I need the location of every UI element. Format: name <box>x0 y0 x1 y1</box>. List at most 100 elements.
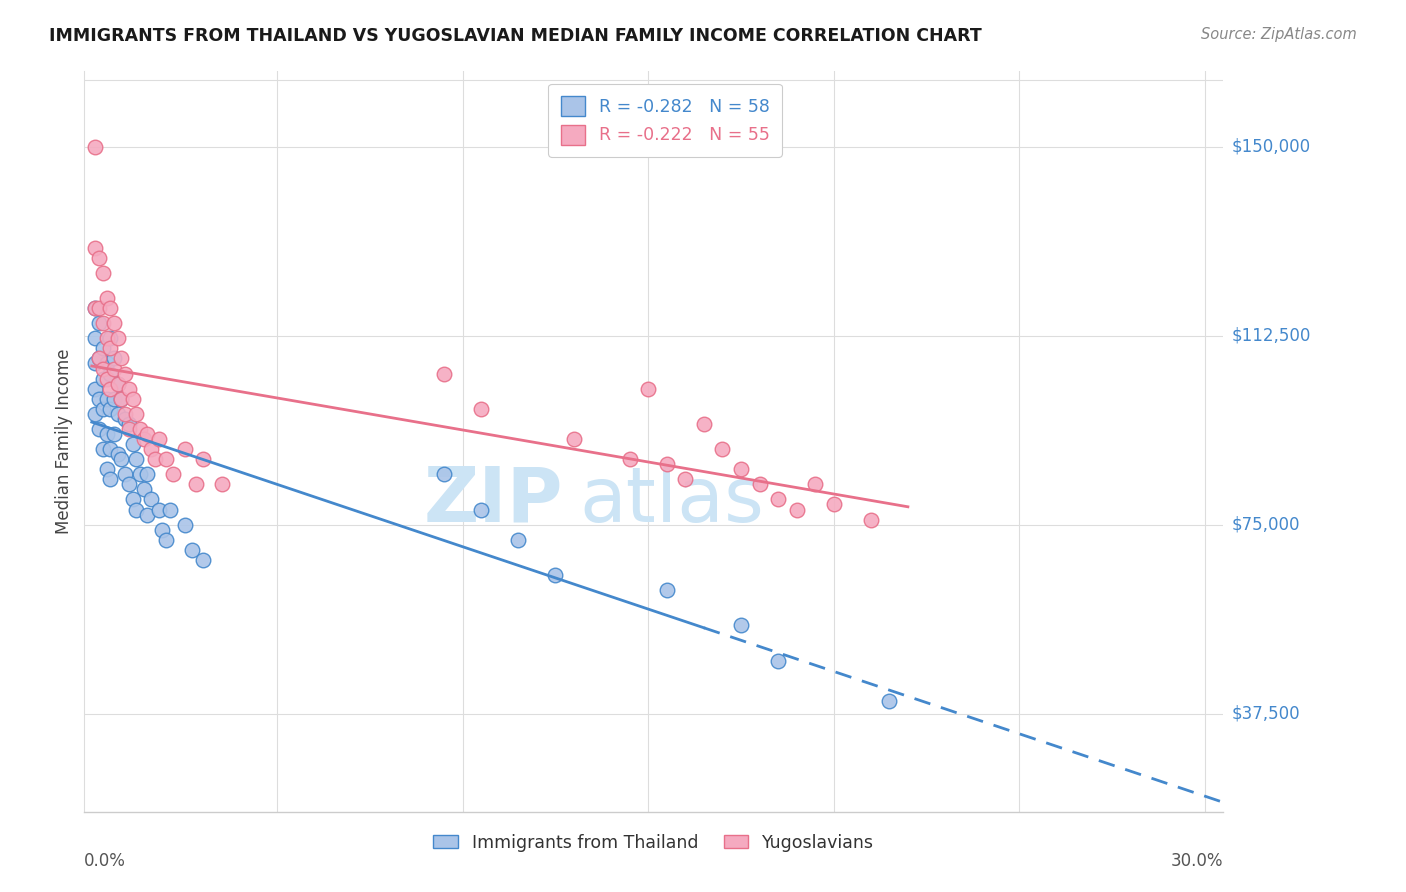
Point <box>103 351 125 366</box>
Point <box>98 342 121 356</box>
Point <box>211 477 233 491</box>
Point <box>470 401 492 416</box>
Point <box>191 553 214 567</box>
Point <box>191 452 214 467</box>
Point <box>103 392 125 406</box>
Point <box>96 371 118 385</box>
Point <box>129 422 152 436</box>
Point <box>110 392 132 406</box>
Point <box>162 467 184 482</box>
Point <box>84 356 107 370</box>
Point <box>84 241 107 255</box>
Point <box>121 437 143 451</box>
Point <box>107 376 129 391</box>
Point <box>730 618 752 632</box>
Point <box>91 316 114 330</box>
Point <box>89 422 111 436</box>
Point <box>103 316 125 330</box>
Point <box>96 392 118 406</box>
Point <box>184 477 207 491</box>
Point <box>562 432 585 446</box>
Point <box>110 392 132 406</box>
Point <box>114 367 136 381</box>
Point <box>91 371 114 385</box>
Point <box>98 367 121 381</box>
Text: $37,500: $37,500 <box>1232 705 1301 723</box>
Point <box>148 432 170 446</box>
Point <box>155 452 177 467</box>
Point <box>132 432 155 446</box>
Text: $75,000: $75,000 <box>1232 516 1301 533</box>
Point <box>118 417 141 431</box>
Point <box>114 467 136 482</box>
Point <box>96 462 118 476</box>
Point <box>655 583 678 598</box>
Legend: Immigrants from Thailand, Yugoslavians: Immigrants from Thailand, Yugoslavians <box>426 827 882 859</box>
Point <box>110 351 132 366</box>
Point <box>786 502 808 516</box>
Point <box>89 351 111 366</box>
Text: $150,000: $150,000 <box>1232 138 1310 156</box>
Point <box>136 467 159 482</box>
Point <box>107 376 129 391</box>
Text: $112,500: $112,500 <box>1232 326 1310 345</box>
Point <box>136 427 159 442</box>
Point <box>110 452 132 467</box>
Point <box>125 407 148 421</box>
Text: Source: ZipAtlas.com: Source: ZipAtlas.com <box>1201 27 1357 42</box>
Point <box>766 654 789 668</box>
Point <box>148 502 170 516</box>
Text: atlas: atlas <box>579 464 765 538</box>
Point <box>693 417 716 431</box>
Point <box>103 361 125 376</box>
Point <box>730 462 752 476</box>
Point <box>132 483 155 497</box>
Point <box>711 442 734 456</box>
Point <box>89 351 111 366</box>
Point <box>84 140 107 154</box>
Point <box>143 452 166 467</box>
Point <box>470 502 492 516</box>
Point <box>107 331 129 345</box>
Point <box>84 382 107 396</box>
Point <box>96 331 118 345</box>
Point <box>118 422 141 436</box>
Point <box>107 447 129 461</box>
Point <box>823 498 845 512</box>
Point <box>89 251 111 265</box>
Point <box>748 477 770 491</box>
Point <box>129 467 152 482</box>
Point <box>619 452 641 467</box>
Point <box>173 517 195 532</box>
Point <box>98 301 121 315</box>
Point <box>673 472 696 486</box>
Point <box>879 694 901 708</box>
Point <box>804 477 827 491</box>
Point <box>508 533 530 547</box>
Point <box>96 427 118 442</box>
Point <box>125 502 148 516</box>
Point <box>91 442 114 456</box>
Point <box>98 401 121 416</box>
Point <box>89 316 111 330</box>
Point <box>544 568 567 582</box>
Point <box>84 301 107 315</box>
Point <box>637 382 659 396</box>
Point <box>859 513 882 527</box>
Point <box>103 427 125 442</box>
Point <box>655 457 678 471</box>
Point <box>181 542 204 557</box>
Point <box>159 502 181 516</box>
Point <box>96 291 118 305</box>
Point <box>155 533 177 547</box>
Point <box>121 392 143 406</box>
Point <box>98 382 121 396</box>
Y-axis label: Median Family Income: Median Family Income <box>55 349 73 534</box>
Point <box>98 472 121 486</box>
Point <box>89 392 111 406</box>
Point <box>98 442 121 456</box>
Point <box>150 523 173 537</box>
Point <box>91 342 114 356</box>
Point <box>136 508 159 522</box>
Point <box>84 407 107 421</box>
